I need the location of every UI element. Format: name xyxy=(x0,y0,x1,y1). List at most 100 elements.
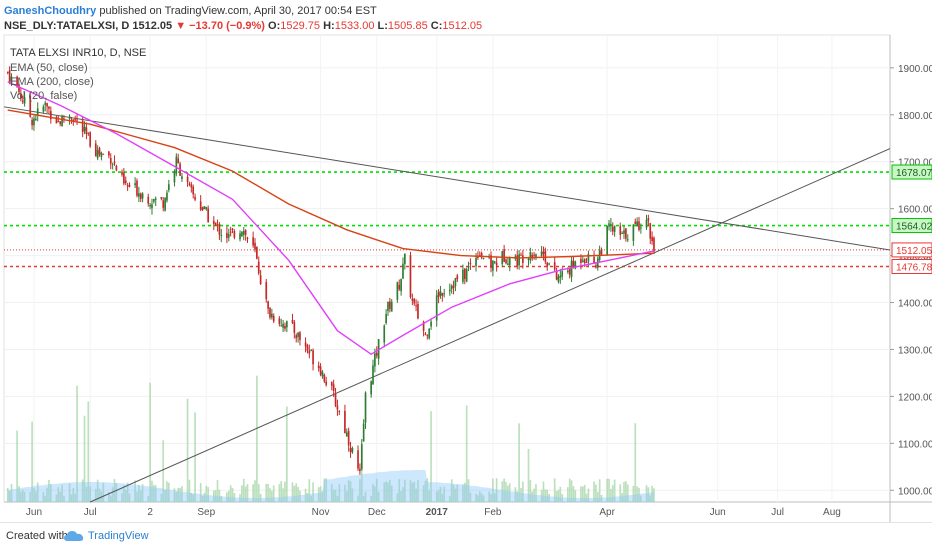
volume-bar xyxy=(404,479,406,502)
volume-bar xyxy=(160,493,163,502)
level-tag-box xyxy=(891,218,932,234)
candle-body xyxy=(282,323,284,328)
candle-body xyxy=(508,257,511,266)
legend-ema50: EMA (50, close) xyxy=(10,62,88,74)
volume-bar xyxy=(542,481,545,502)
volume-bar xyxy=(20,491,22,502)
volume-bar xyxy=(632,485,635,502)
candle-body xyxy=(398,284,401,290)
candle-body xyxy=(20,94,22,99)
candle-body xyxy=(35,118,37,121)
ema50-line xyxy=(7,81,655,356)
candle-body xyxy=(385,314,387,324)
candle-body xyxy=(492,260,494,271)
volume-bar xyxy=(435,491,438,502)
volume-bar xyxy=(177,487,180,502)
candle-body xyxy=(632,224,635,241)
candle-body xyxy=(518,254,520,266)
volume-bar xyxy=(181,486,183,502)
volume-bar xyxy=(467,479,470,502)
volume-bar xyxy=(162,440,165,502)
candle-body xyxy=(347,430,350,446)
volume-bar xyxy=(649,495,652,502)
volume-bar xyxy=(233,493,236,502)
candle-body xyxy=(29,95,32,117)
volume-bar xyxy=(42,492,45,502)
volume-bar xyxy=(154,485,157,502)
high-label: H: xyxy=(323,20,335,32)
volume-bar xyxy=(623,482,625,502)
candle-body xyxy=(61,115,63,127)
volume-bar xyxy=(477,495,479,502)
candle-body xyxy=(162,200,165,208)
candle-body xyxy=(375,352,378,356)
volume-bar xyxy=(520,488,522,502)
volume-bar xyxy=(115,482,118,502)
volume-bar xyxy=(167,482,170,502)
volume-bar xyxy=(175,491,178,502)
volume-bar xyxy=(490,493,492,502)
candle-body xyxy=(167,184,170,191)
volume-bar xyxy=(321,491,324,502)
candle-body xyxy=(23,97,26,104)
volume-bar xyxy=(72,488,75,502)
volume-bar xyxy=(540,489,543,502)
candle-body xyxy=(383,325,386,343)
volume-bar xyxy=(218,489,221,502)
candle-body xyxy=(181,176,183,179)
volume-bar xyxy=(570,480,573,502)
candle-body xyxy=(553,262,556,270)
candle-body xyxy=(124,180,127,183)
volume-bar xyxy=(518,423,520,502)
candle-body xyxy=(36,108,39,116)
candle-body xyxy=(297,332,299,337)
legend-ema200: EMA (200, close) xyxy=(10,76,94,88)
candle-body xyxy=(46,103,48,107)
candle-body xyxy=(332,384,335,391)
candle-body xyxy=(55,116,58,124)
candle-body xyxy=(269,307,271,318)
tradingview-link[interactable]: TradingView xyxy=(88,530,149,542)
level-tag-box xyxy=(891,258,932,274)
volume-bar xyxy=(572,486,575,502)
volume-bar xyxy=(68,483,71,502)
candle-body xyxy=(218,223,221,235)
x-tick-label: Dec xyxy=(368,507,386,518)
candle-body xyxy=(338,411,341,413)
candle-body xyxy=(74,119,77,121)
volume-bar xyxy=(267,483,269,502)
volume-bar xyxy=(557,489,560,502)
volume-bar xyxy=(334,489,337,502)
candle-body xyxy=(205,207,208,210)
author-link[interactable]: GaneshChoudhry xyxy=(4,5,97,17)
level-tag-box xyxy=(891,242,932,258)
candle-body xyxy=(323,374,326,382)
volume-bar xyxy=(151,480,153,502)
volume-bar xyxy=(568,478,571,502)
candle-body xyxy=(241,231,243,237)
candle-body xyxy=(634,221,637,225)
candle-body xyxy=(42,106,45,112)
candle-body xyxy=(507,263,509,266)
volume-bar xyxy=(295,483,298,502)
volume-bar xyxy=(482,495,485,502)
close-label: C: xyxy=(430,20,443,32)
candle-body xyxy=(126,185,129,187)
candle-body xyxy=(626,239,629,241)
volume-bar xyxy=(44,495,47,502)
candle-body xyxy=(265,282,268,300)
volume-bar xyxy=(469,492,472,502)
candle-body xyxy=(467,266,470,268)
candle-body xyxy=(640,227,642,229)
candle-body xyxy=(295,335,298,339)
candle-body xyxy=(49,111,52,120)
candle-body xyxy=(308,350,311,354)
candle-body xyxy=(87,132,90,134)
candle-body xyxy=(593,256,595,264)
volume-bar xyxy=(96,479,99,502)
level-tag-label: 1512.05 xyxy=(896,246,932,257)
volume-bar xyxy=(201,495,204,502)
volume-bar xyxy=(621,493,623,502)
